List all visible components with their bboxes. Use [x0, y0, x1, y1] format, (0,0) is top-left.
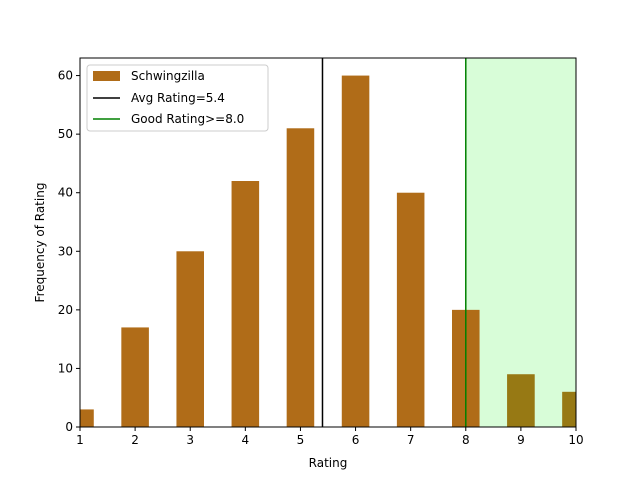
y-tick-label-20: 20 — [58, 303, 73, 317]
x-axis-label: Rating — [309, 456, 348, 470]
legend-box — [86, 64, 269, 132]
x-tick-label-4: 4 — [242, 433, 250, 447]
bar-rating-6 — [341, 75, 370, 427]
legend: Schwingzilla Avg Rating=5.4 Good Rating>=8… — [86, 64, 269, 132]
y-tick-label-30: 30 — [58, 244, 73, 258]
bar-rating-3 — [176, 251, 204, 427]
x-tick-label-5: 5 — [297, 433, 305, 447]
bar-rating-9 — [507, 374, 535, 427]
bar-rating-5 — [286, 128, 315, 427]
x-tick-label-9: 9 — [517, 433, 525, 447]
x-tick-label-8: 8 — [462, 433, 470, 447]
x-tick-label-6: 6 — [352, 433, 360, 447]
x-tick-layer: 1 2 3 4 5 6 7 8 9 10 — [76, 427, 584, 447]
x-tick-label-2: 2 — [131, 433, 139, 447]
reference-line-layer — [321, 58, 467, 427]
legend-label-line-1: Good Rating>=8.0 — [131, 112, 244, 126]
bar-rating-4 — [231, 181, 260, 427]
legend-label-series: Schwingzilla — [131, 69, 205, 83]
y-tick-label-0: 0 — [65, 420, 73, 434]
good-rating-region-layer — [465, 58, 576, 427]
bar-rating-7 — [396, 192, 425, 427]
x-tick-label-3: 3 — [186, 433, 194, 447]
y-tick-label-50: 50 — [58, 127, 73, 141]
x-tick-label-10: 10 — [568, 433, 583, 447]
bar-rating-1 — [80, 409, 94, 427]
x-tick-label-7: 7 — [407, 433, 415, 447]
bar-tint-rating-10 — [562, 391, 576, 427]
good-rating-region — [465, 58, 576, 427]
legend-swatch-bar — [93, 71, 120, 81]
y-axis-label: Frequency of Rating — [33, 183, 47, 303]
x-tick-label-1: 1 — [76, 433, 84, 447]
y-tick-label-10: 10 — [58, 361, 73, 375]
axes-frame — [79, 57, 577, 428]
legend-label-line-0: Avg Rating=5.4 — [131, 91, 225, 105]
bar-rating-2 — [121, 327, 149, 427]
y-tick-label-60: 60 — [58, 69, 73, 83]
y-tick-label-40: 40 — [58, 186, 73, 200]
bar-layer — [80, 75, 576, 427]
bar-tint-rating-9 — [507, 374, 535, 427]
bar-rating-10 — [562, 391, 576, 427]
y-tick-layer: 0 10 20 30 40 50 60 — [58, 69, 80, 434]
